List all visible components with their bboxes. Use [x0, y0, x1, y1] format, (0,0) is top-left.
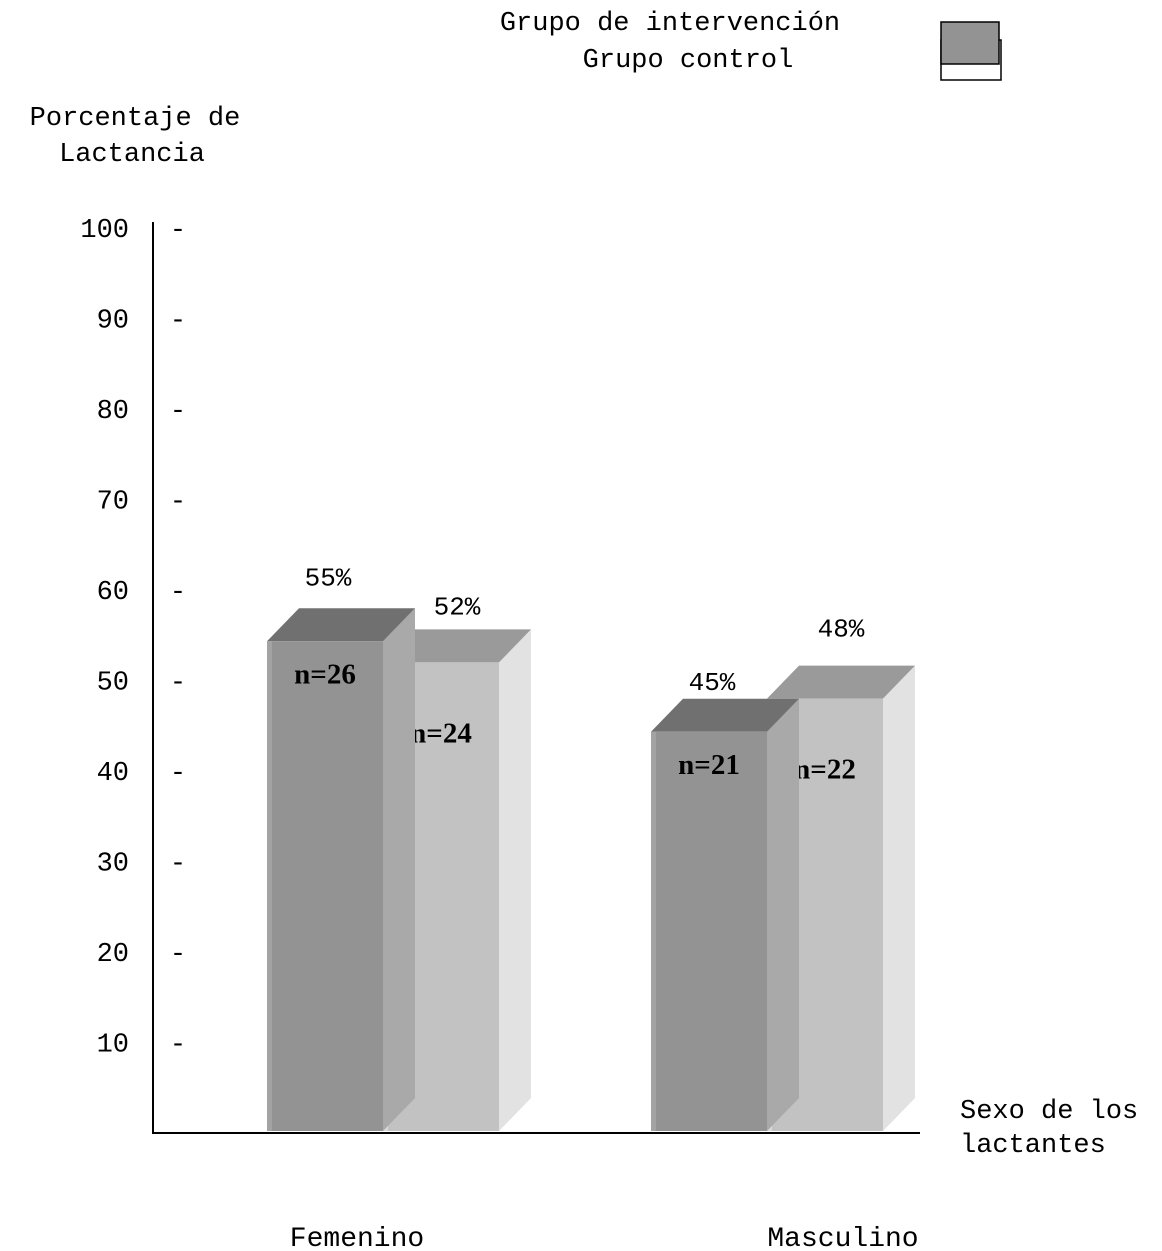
y-axis-label-line2: Lactancia [59, 140, 205, 170]
y-tick-mark: - [170, 759, 186, 789]
bar-n-label: n=21 [678, 749, 740, 781]
bar-n-label: n=22 [794, 754, 856, 786]
bar-top [767, 665, 915, 699]
y-tick-mark: - [170, 397, 186, 427]
bar-side [383, 608, 415, 1131]
y-tick-label: 10 [97, 1031, 129, 1061]
x-category-label: Femenino [290, 1224, 424, 1251]
y-tick-mark: - [170, 578, 186, 608]
bar-n-label: n=26 [294, 658, 356, 690]
bar-top [267, 608, 415, 642]
y-tick-label: 100 [80, 216, 129, 246]
y-tick-mark: - [170, 669, 186, 699]
bar-top [651, 698, 799, 732]
y-tick-label: 30 [97, 850, 129, 880]
y-tick-mark: - [170, 216, 186, 246]
bar-edge [267, 641, 272, 1131]
x-axis-label-line1: Sexo de los [960, 1097, 1138, 1127]
x-axis-label-line2: lactantes [960, 1131, 1106, 1161]
bar-top [383, 629, 531, 663]
y-tick-mark: - [170, 307, 186, 337]
legend-swatch-intervention [940, 21, 1000, 65]
y-axis-label-line1: Porcentaje de [30, 104, 241, 134]
bar-value-label: 52% [434, 592, 481, 622]
legend-label-control: Grupo control [583, 46, 794, 76]
y-tick-label: 70 [97, 488, 129, 518]
bars: 52% n=24 55% n=26 48% n=22 45% n=21 [267, 563, 915, 1131]
bar [651, 731, 767, 1131]
bar-side [767, 698, 799, 1131]
y-tick-label: 40 [97, 759, 129, 789]
y-tick-label: 80 [97, 397, 129, 427]
y-tick-label: 20 [97, 940, 129, 970]
y-tick-mark: - [170, 850, 186, 880]
y-tick-label: 90 [97, 307, 129, 337]
y-tick-mark: - [170, 488, 186, 518]
y-tick-mark: - [170, 940, 186, 970]
y-tick-label: 60 [97, 578, 129, 608]
bar-side [883, 665, 915, 1131]
bar [267, 641, 383, 1131]
y-tick-label: 50 [97, 669, 129, 699]
bar-side [499, 629, 531, 1131]
y-ticks: 10 - 20 - 30 - 40 - 50 - 60 - 70 - 80 - 90 - 100 - [80, 216, 186, 1061]
legend-label-intervention: Grupo de intervención [500, 9, 840, 39]
bar-n-label: n=24 [410, 717, 472, 749]
bar-value-label: 48% [818, 615, 865, 645]
bar-value-label: 55% [305, 563, 352, 593]
bar-edge [651, 731, 656, 1131]
x-category-label: Masculino [767, 1224, 918, 1251]
legend: Grupo de intervención Grupo control [500, 9, 1002, 81]
bar-value-label: 45% [689, 668, 736, 698]
y-tick-mark: - [170, 1031, 186, 1061]
category-labels: Femenino Masculino [290, 1224, 919, 1251]
